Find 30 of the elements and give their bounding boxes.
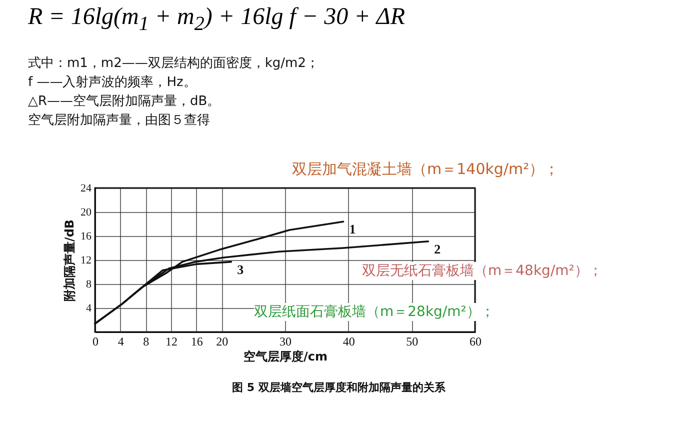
annotation: 双层无纸石膏板墙（m＝48kg/m²）； <box>362 262 602 280</box>
text: △R——空气层附加隔声量，dB。 <box>28 92 220 110</box>
x-tick-label: 20 <box>216 334 228 348</box>
y-tick-label: 4 <box>86 302 92 314</box>
x-tick-label: 30 <box>280 334 292 348</box>
text: 式中：m1，m2——双层结构的面密度，kg/m2； <box>28 54 319 72</box>
chart-title: R = 16lg(m$_{1}$ + m$_{2}$) + 16lg f − 30 + ΔR <box>28 4 406 36</box>
text: 双层加气混凝土墙（m＝140kg/m²）； <box>292 160 560 179</box>
y-tick-label: 16 <box>80 230 92 242</box>
x-tick-label: 4 <box>118 334 124 348</box>
y-tick-label: 24 <box>80 182 92 194</box>
text: f ——入射声波的频率，Hz。 <box>28 73 196 91</box>
series-label: 1 <box>349 222 356 237</box>
x-tick-label: 60 <box>470 334 482 348</box>
y-tick-label: 8 <box>86 278 92 290</box>
x-tick-label: 50 <box>406 334 418 348</box>
x-axis-title: 空气层厚度/cm <box>244 350 328 364</box>
y-tick-label: 12 <box>80 254 92 266</box>
x-tick-label: 16 <box>190 334 203 348</box>
series-label: 2 <box>434 241 441 256</box>
y-axis-title: 附加隔声量/dB <box>62 219 76 302</box>
y-tick-label: 20 <box>80 206 92 218</box>
text: 空气层附加隔声量，由图５查得 <box>28 111 210 129</box>
caption: 图 5 双层墙空气层厚度和附加隔声量的关系 <box>232 380 446 395</box>
x-tick-label: 0 <box>92 334 98 348</box>
annotation: 双层纸面石膏板墙（m＝28kg/m²）； <box>254 303 494 321</box>
series-label: 3 <box>237 262 244 277</box>
x-tick-label: 40 <box>342 334 355 348</box>
x-tick-label: 12 <box>166 334 178 348</box>
x-tick-label: 8 <box>143 334 150 348</box>
